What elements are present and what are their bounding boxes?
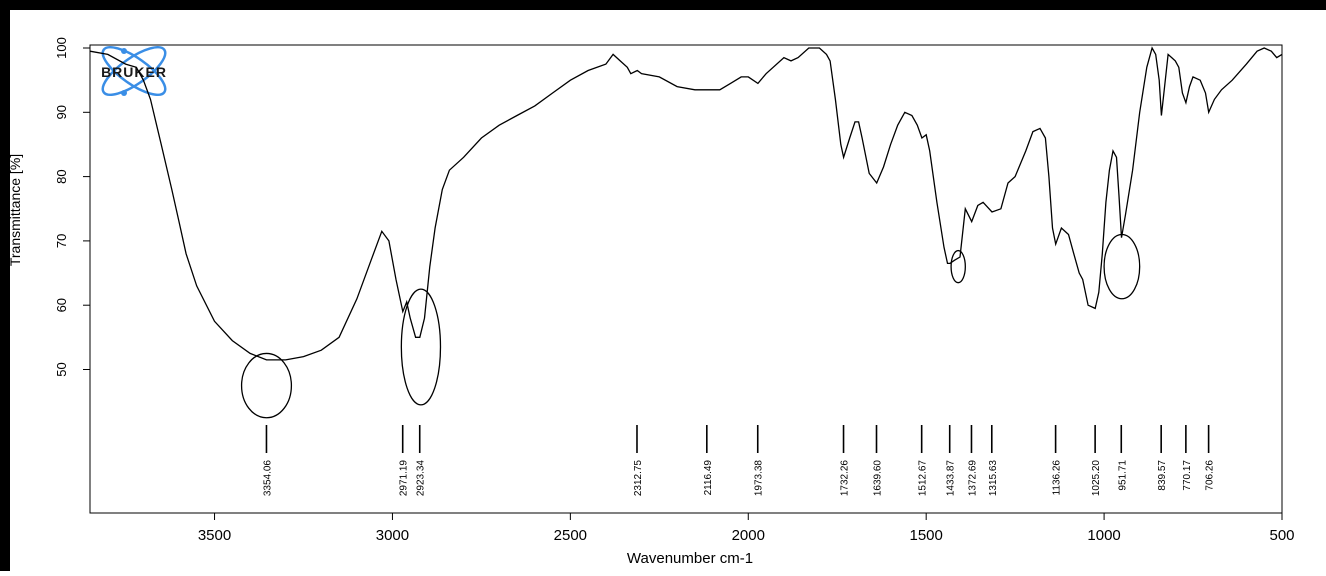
peak-label: 706.26 [1205,460,1216,491]
image-top-border [0,0,1326,10]
peak-label: 1025.20 [1091,460,1102,497]
x-tick-label-3000: 3000 [376,527,409,544]
y-tick-label-70: 70 [54,234,69,248]
y-tick-label-90: 90 [54,105,69,119]
peak-label: 1973.38 [754,460,765,497]
highlight-ellipse [400,288,442,406]
logo-orbit-1 [101,46,167,96]
peak-label: 1639.60 [873,460,884,497]
peak-label: 2312.75 [633,460,644,497]
peak-label: 2923.34 [416,460,427,497]
y-axis-label: Transmittance [%] [7,154,23,266]
x-tick-label-500: 500 [1269,527,1294,544]
peak-label: 1136.26 [1052,460,1063,496]
peak-label: 3354.06 [262,460,273,497]
highlight-ellipse [950,249,966,284]
peak-label: 1372.69 [967,460,978,497]
x-tick-label-1000: 1000 [1087,527,1120,544]
peak-label: 1512.67 [918,460,929,497]
peak-label: 839.57 [1157,460,1168,491]
spectrum-line [89,46,1283,361]
bruker-logo: BRUKER [101,46,167,96]
y-tick-label-60: 60 [54,298,69,312]
highlight-ellipse [240,352,293,419]
y-axis: 50 60 70 80 90 100 [54,37,90,377]
peak-label: 1433.87 [946,460,957,497]
y-tick-label-100: 100 [54,37,69,59]
x-axis-label: Wavenumber cm-1 [627,550,753,567]
logo-dot-2 [121,90,127,96]
x-tick-label-2500: 2500 [554,527,587,544]
highlight-ellipses [240,233,1141,419]
highlight-ellipse [1103,233,1141,300]
image-left-border [0,0,10,571]
plot-frame [89,44,1283,514]
peak-label: 1732.26 [840,460,851,497]
peak-label: 1315.63 [988,460,999,497]
peak-markers: 3354.06 2971.19 2923.34 2312.75 2116.49 1973.… [262,425,1216,497]
logo-text: BRUKER [101,64,167,80]
peak-label: 2116.49 [703,460,714,496]
x-tick-label-1500: 1500 [909,527,942,544]
y-tick-label-80: 80 [54,169,69,183]
peak-label: 2971.19 [399,460,410,497]
peak-label: 951.71 [1117,460,1128,491]
x-axis: 3500 3000 2500 2000 1500 1000 500 [198,513,1295,544]
peak-label: 770.17 [1182,460,1193,491]
logo-orbit-2 [101,46,167,96]
y-tick-label-50: 50 [54,362,69,376]
x-tick-label-2000: 2000 [732,527,765,544]
x-tick-label-3500: 3500 [198,527,231,544]
logo-dot-1 [121,48,127,54]
